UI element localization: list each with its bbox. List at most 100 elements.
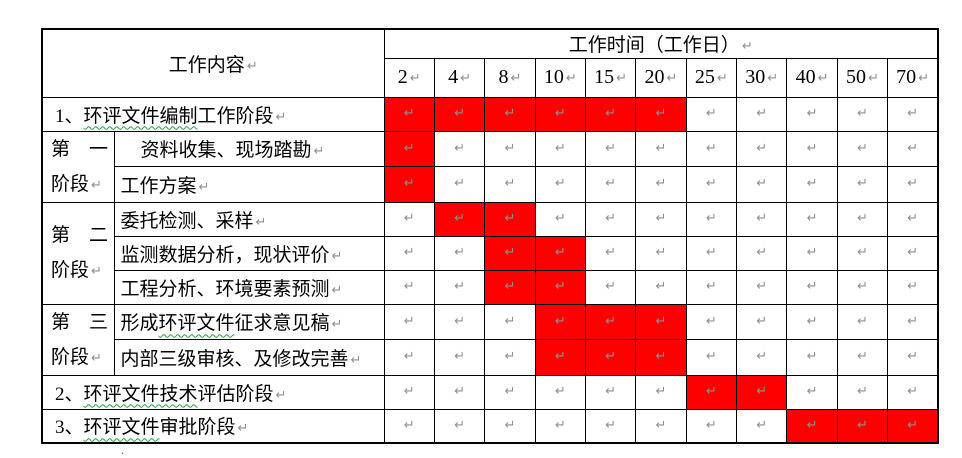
gantt-bar-cell: ↵: [786, 408, 838, 444]
pilcrow-mark: ↵: [331, 248, 343, 264]
pilcrow-mark: ↵: [504, 417, 516, 433]
slot-cell: ↵: [534, 166, 586, 203]
day-header-25: 25 ↵: [685, 57, 738, 98]
slot-cell: ↵: [685, 201, 738, 237]
table-row: 1、环评文件编制工作阶段 ↵ ↵ ↵ ↵ ↵ ↵ ↵ ↵ ↵ ↵ ↵ ↵: [41, 96, 939, 132]
task-label: 工程分析、环境要素预测: [120, 278, 330, 300]
slot-cell: ↵: [383, 408, 435, 444]
pilcrow-mark: ↵: [605, 106, 617, 121]
task-label: 2、: [55, 383, 84, 405]
slot-cell: ↵: [736, 96, 788, 132]
stage-cell: 第 三阶段 ↵: [41, 303, 115, 376]
slot-cell: ↵: [836, 130, 889, 167]
day-label: 20: [644, 66, 665, 88]
gantt-bar-cell: ↵: [736, 374, 788, 410]
slot-cell: ↵: [685, 235, 738, 271]
pilcrow-mark: ↵: [907, 140, 918, 156]
slot-cell: ↵: [383, 201, 435, 237]
table-row: 2、环评文件技术评估阶段 ↵ ↵ ↵ ↵ ↵ ↵ ↵ ↵ ↵ ↵ ↵ ↵: [41, 374, 939, 410]
slot-cell: ↵: [836, 201, 889, 237]
pilcrow-mark: ↵: [655, 417, 667, 433]
task-cell: 2、环评文件技术评估阶段 ↵: [41, 374, 385, 410]
pilcrow-mark: ↵: [554, 417, 566, 433]
pilcrow-mark: ↵: [565, 71, 577, 86]
pilcrow-mark: ↵: [867, 71, 879, 86]
pilcrow-mark: ↵: [605, 140, 617, 156]
pilcrow-mark: ↵: [806, 417, 818, 433]
pilcrow-mark: ↵: [403, 349, 415, 365]
pilcrow-mark: ↵: [856, 384, 868, 399]
pilcrow-mark: ↵: [331, 282, 343, 298]
pilcrow-mark: ↵: [403, 140, 415, 156]
pilcrow-mark: ↵: [554, 245, 566, 260]
pilcrow-mark: ↵: [504, 140, 516, 156]
slot-cell: ↵: [584, 374, 637, 410]
slot-cell: ↵: [534, 130, 586, 167]
slot-cell: ↵: [836, 166, 889, 203]
pilcrow-mark: ↵: [756, 384, 768, 399]
pilcrow-mark: ↵: [756, 176, 768, 192]
task-cell: 工程分析、环境要素预测 ↵: [113, 269, 385, 305]
pilcrow-mark: ↵: [403, 245, 415, 260]
gantt-bar-cell: ↵: [584, 96, 637, 132]
slot-cell: ↵: [887, 166, 939, 203]
gantt-bar-cell: ↵: [887, 408, 939, 444]
slot-cell: ↵: [433, 374, 486, 410]
slot-cell: ↵: [887, 303, 939, 340]
slot-cell: ↵: [484, 166, 536, 203]
pilcrow-mark: ↵: [705, 106, 717, 121]
pilcrow-mark: ↵: [605, 176, 617, 192]
task-label: 评估阶段: [197, 383, 274, 405]
work-content-header: 工作内容 ↵: [41, 28, 385, 98]
task-label-spellcheck: 环评文件: [158, 313, 235, 335]
task-label: 工作阶段: [197, 105, 274, 127]
day-label: 25: [694, 66, 715, 88]
pilcrow-mark: ↵: [554, 349, 566, 365]
slot-cell: ↵: [887, 201, 939, 237]
slot-cell: ↵: [836, 96, 889, 132]
pilcrow-mark: ↵: [918, 71, 929, 86]
pilcrow-mark: ↵: [705, 140, 717, 156]
table-row: 内部三级审核、及修改完善 ↵ ↵ ↵ ↵ ↵ ↵ ↵ ↵ ↵ ↵ ↵ ↵: [42, 339, 939, 376]
slot-cell: ↵: [685, 130, 738, 167]
pilcrow-mark: ↵: [554, 140, 566, 156]
pilcrow-mark: ↵: [806, 384, 818, 399]
slot-cell: ↵: [484, 130, 536, 167]
slot-cell: ↵: [383, 339, 435, 376]
pilcrow-mark: ↵: [504, 279, 516, 294]
slot-cell: ↵: [736, 166, 788, 203]
gantt-bar-cell: ↵: [383, 130, 435, 167]
slot-cell: ↵: [685, 339, 738, 376]
pilcrow-mark: ↵: [856, 211, 868, 226]
pilcrow-mark: ↵: [409, 71, 421, 86]
work-time-header: 工作时间（工作日） ↵: [383, 28, 939, 59]
slot-cell: ↵: [887, 96, 939, 132]
pilcrow-mark: ↵: [907, 417, 918, 433]
stage-line: 阶段 ↵: [51, 260, 102, 281]
slot-cell: ↵: [685, 96, 738, 132]
pilcrow-mark: ↵: [403, 176, 415, 192]
gantt-bar-cell: ↵: [484, 201, 536, 237]
pilcrow-mark: ↵: [616, 71, 628, 86]
gantt-bar-cell: ↵: [534, 269, 586, 305]
pilcrow-mark: ↵: [907, 211, 918, 226]
pilcrow-mark: ↵: [705, 417, 717, 433]
slot-cell: ↵: [635, 130, 687, 167]
slot-cell: ↵: [736, 130, 788, 167]
pilcrow-mark: ↵: [605, 313, 617, 329]
pilcrow-mark: ↵: [255, 214, 267, 230]
pilcrow-mark: ↵: [907, 176, 918, 192]
pilcrow-mark: ↵: [756, 417, 768, 433]
pilcrow-mark: ↵: [806, 313, 818, 329]
pilcrow-mark: ↵: [756, 349, 768, 365]
pilcrow-mark: ↵: [756, 140, 768, 156]
pilcrow-mark: ↵: [705, 384, 717, 399]
pilcrow-mark: ↵: [605, 279, 617, 294]
day-header-50: 50 ↵: [836, 57, 889, 98]
gantt-bar-cell: ↵: [433, 96, 486, 132]
pilcrow-mark: ↵: [705, 176, 717, 192]
slot-cell: ↵: [433, 339, 486, 376]
pilcrow-mark: ↵: [756, 279, 768, 294]
header-row-days: 2 ↵ 4 ↵ 8 ↵ 10 ↵ 15 ↵ 20 ↵ 25 ↵ 30 ↵ 40 ↵ 50 ↵ 70 ↵: [42, 57, 939, 98]
pilcrow-mark: ↵: [350, 352, 362, 368]
